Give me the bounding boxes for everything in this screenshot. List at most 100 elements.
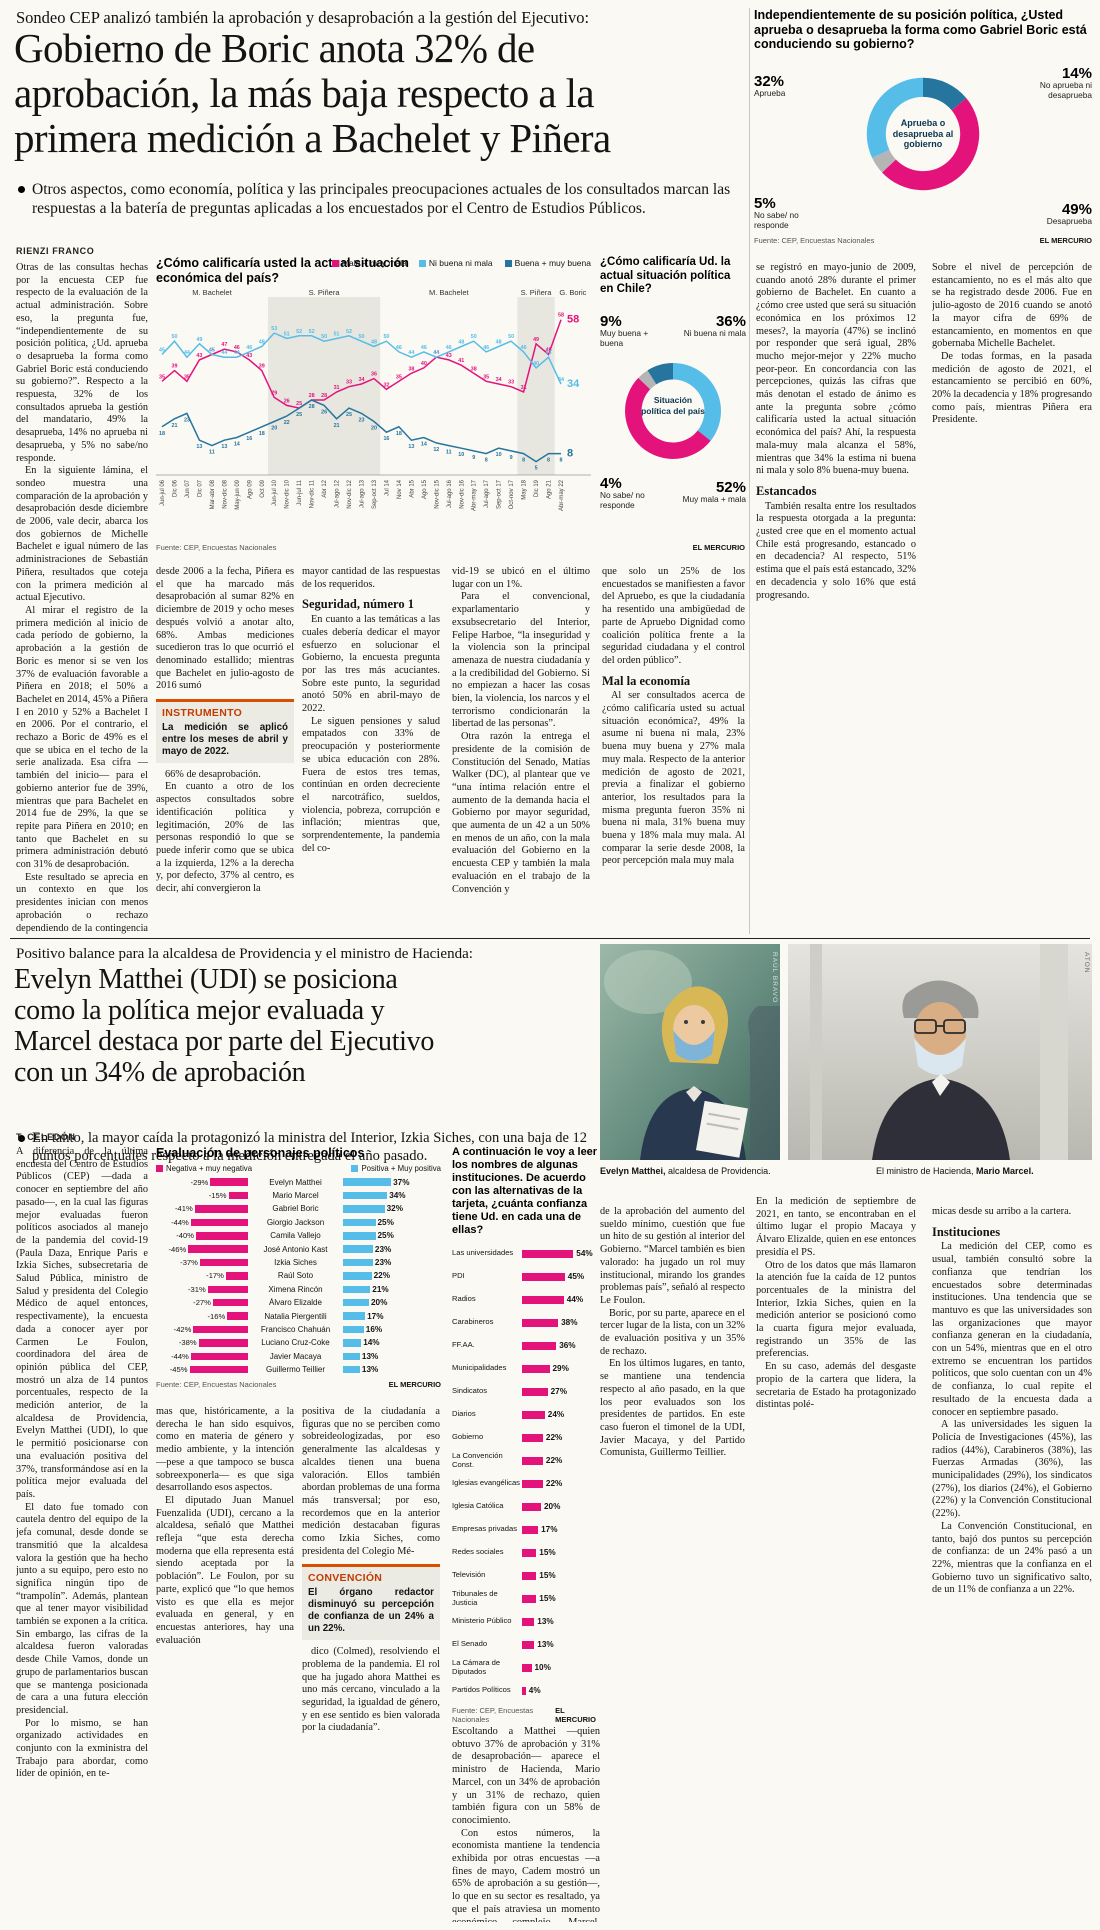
institution-value: 20% (544, 1502, 561, 1511)
institutions-chart-rows: Las universidades 54% PDI 45% Radios 44% Carab… (452, 1242, 600, 1702)
body-paragraph: El diputado Juan Manuel Fuenzalida (UDI)… (156, 1494, 294, 1646)
point-value-label: 51 (334, 331, 340, 337)
x-tick-label: Jun 07 (185, 479, 191, 498)
institution-row: Municipalidades 29% (452, 1357, 600, 1380)
article2-byline: T. CELEDÓN (16, 1132, 76, 1142)
politician-row: -44% Javier Macaya 13% (156, 1350, 441, 1363)
institution-value: 54% (576, 1249, 593, 1258)
donut-segment-desaprueba (882, 98, 980, 191)
x-tick-label: Jul-ago 13 (360, 479, 366, 508)
positive-value: 23% (374, 1258, 392, 1268)
institution-name: Empresas privadas (452, 1524, 517, 1534)
body-paragraph: mas que, históricamente, a la derecha le… (156, 1406, 294, 1494)
institution-bar (522, 1617, 535, 1626)
politician-name: Natalia Piergentili (264, 1311, 327, 1321)
politicians-chart-rows: -29% Evelyn Matthei 37% -15% Mario Marcel 34%… (156, 1176, 441, 1377)
positive-bar (343, 1312, 366, 1320)
body-paragraph: A diferencia de la última encuesta del C… (16, 1146, 148, 1500)
x-tick-label: Jul 14 (384, 479, 390, 496)
article1-column-6: se registró en mayo-junio de 2009, cuand… (756, 262, 916, 934)
positive-bar (343, 1285, 371, 1294)
point-value-label: 31 (521, 385, 527, 391)
point-value-label: 52 (346, 329, 352, 335)
positive-zone: 25% (343, 1231, 441, 1240)
institution-bar (522, 1410, 545, 1419)
institution-name: Carabineros (452, 1317, 494, 1327)
institution-row: Empresas privadas 17% (452, 1518, 600, 1541)
positive-bar (343, 1258, 373, 1267)
donut-segment-no-sabe-no-responde (872, 149, 896, 173)
point-value-label: 10 (496, 452, 502, 458)
point-value-label: 21 (171, 423, 177, 429)
institution-value: 44% (566, 1295, 584, 1304)
negative-zone: -42% (156, 1325, 248, 1334)
article1-deck-text: Otros aspectos, como economía, política … (32, 181, 731, 217)
positive-zone: 13% (343, 1352, 441, 1361)
point-value-label: 48 (458, 340, 464, 346)
negative-value: -16% (207, 1311, 226, 1321)
negative-value: -17% (206, 1271, 224, 1281)
point-value-label: 43 (446, 353, 452, 359)
institution-name: Redes sociales (452, 1547, 504, 1557)
point-value-label: 28 (321, 393, 327, 399)
point-value-label: 46 (421, 345, 427, 351)
negative-zone: -31% (156, 1285, 248, 1294)
point-value-label: 44 (408, 350, 414, 356)
x-tick-label: Dic 06 (172, 479, 178, 497)
politician-name: Álvaro Elizalde (269, 1298, 322, 1308)
institution-name: FF.AA. (452, 1340, 475, 1350)
point-value-label: 52 (296, 329, 302, 335)
negative-bar (199, 1258, 248, 1267)
legend-item-mala: Mala + muy mala (331, 258, 407, 268)
positive-bar (343, 1352, 360, 1361)
institution-row: Partidos Políticos 4% (452, 1679, 600, 1702)
positive-bar (343, 1298, 369, 1307)
negative-value: -44% (171, 1351, 189, 1361)
legend-item-negative: Negativa + muy negativa (156, 1164, 252, 1173)
donut-segment-muy-mala-mala (625, 377, 711, 459)
institution-row: Diarios 24% (452, 1403, 600, 1426)
institution-bar (522, 1548, 537, 1557)
point-value-label: 43 (196, 353, 202, 359)
deck-bullet-icon (18, 186, 25, 193)
institution-value: 36% (559, 1341, 576, 1350)
politician-name: Evelyn Matthei (269, 1177, 322, 1187)
politician-name: Gabriel Boric (272, 1204, 319, 1214)
period-label: G. Boric (559, 288, 586, 297)
point-value-label: 49 (533, 337, 539, 343)
politician-name: Francisco Chahuán (260, 1324, 331, 1334)
body-paragraph: Este resultado se aprecia en un contexto… (16, 871, 148, 934)
donut-callout-no-aprueba-ni-desaprueba: 14% No aprueba ni desaprueba (1039, 65, 1092, 100)
article1-column-5: que solo un 25% de los encuestados se ma… (602, 566, 745, 934)
point-value-label: 44 (184, 350, 190, 356)
institution-value: 38% (561, 1318, 578, 1327)
politician-row: -46% José Antonio Kast 23% (156, 1242, 441, 1255)
politician-name: Luciano Cruz-Coke (261, 1338, 330, 1348)
point-value-label: 50 (508, 334, 514, 340)
institution-name: Ministerio Público (452, 1616, 512, 1626)
positive-zone: 21% (343, 1285, 441, 1294)
negative-zone: -37% (156, 1258, 248, 1267)
negative-zone: -40% (156, 1231, 248, 1240)
point-value-label: 23 (184, 417, 190, 423)
x-tick-label: Jun-jul 06 (160, 479, 166, 506)
point-value-label: 8 (560, 458, 563, 464)
article2-kicker: Positivo balance para la alcaldesa de Pr… (16, 946, 473, 962)
article1-column-2: desde 2006 a la fecha, Piñera es el que … (156, 566, 294, 934)
positive-bar (343, 1205, 385, 1213)
body-subhead: Estancados (756, 483, 817, 498)
institution-row: FF.AA. 36% (452, 1334, 600, 1357)
negative-value: -44% (171, 1217, 189, 1227)
point-value-label: 44 (433, 350, 439, 356)
negative-bar (210, 1178, 248, 1186)
donut-segment-muy-buena-buena (647, 363, 673, 385)
point-value-label: 50 (171, 334, 177, 340)
institution-row: Iglesias evangélicas 22% (452, 1472, 600, 1495)
body-paragraph: micas desde su arribo a la cartera. (932, 1206, 1072, 1217)
institution-bar (522, 1594, 537, 1603)
point-value-label: 11 (446, 450, 452, 456)
x-tick-label: Abr 12 (322, 479, 328, 497)
period-label: S. Piñera (309, 288, 341, 297)
article2-column-1: A diferencia de la última encuesta del C… (16, 1146, 148, 1922)
institution-name: Diarios (452, 1409, 476, 1419)
